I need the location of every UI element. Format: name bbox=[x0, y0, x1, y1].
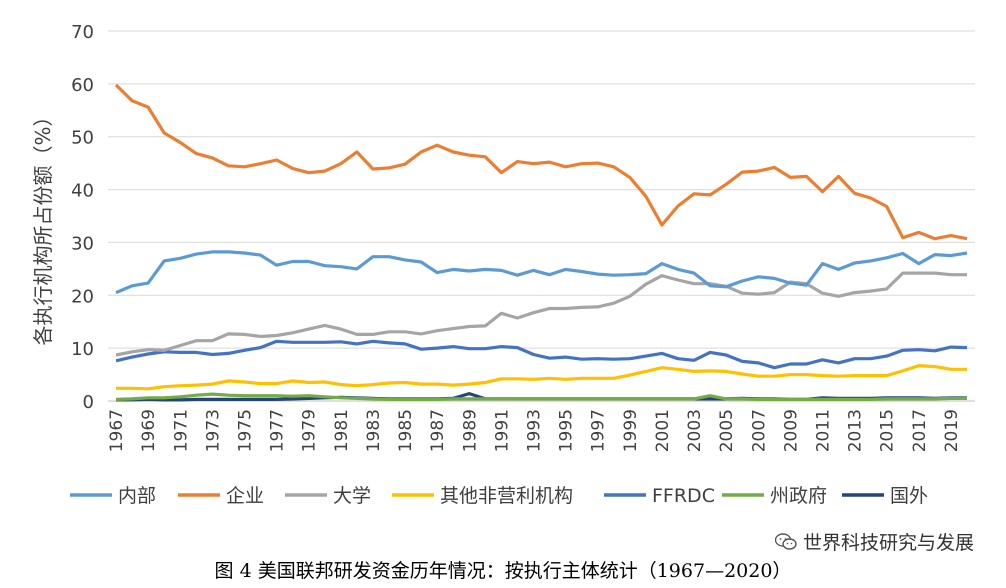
legend-label: 国外 bbox=[890, 485, 928, 507]
x-tick-label: 1979 bbox=[300, 409, 320, 452]
y-tick-label: 70 bbox=[71, 22, 94, 43]
y-tick-label: 0 bbox=[83, 392, 94, 413]
x-tick-label: 2015 bbox=[878, 409, 898, 452]
watermark-text: 世界科技研究与发展 bbox=[802, 532, 974, 554]
series-line-其他非营利机构 bbox=[116, 364, 967, 391]
legend-label: FFRDC bbox=[652, 485, 715, 507]
legend-item-州政府: 州政府 bbox=[722, 485, 827, 507]
x-tick-label: 2005 bbox=[717, 409, 737, 452]
x-tick-label: 2007 bbox=[749, 409, 769, 452]
x-tick-label: 2009 bbox=[781, 409, 801, 452]
x-axis-ticks: 1967 1969 1971 1973 1975 1977 1979 1981 1983 1985… bbox=[107, 409, 962, 452]
x-tick-label: 1989 bbox=[460, 409, 480, 452]
wechat-icon bbox=[774, 532, 797, 550]
figure-caption: 图 4 美国联邦研发资金历年情况：按执行主体统计（1967—2020） bbox=[214, 560, 792, 582]
x-tick-label: 2001 bbox=[653, 409, 673, 452]
legend-label: 大学 bbox=[333, 485, 371, 507]
legend-item-内部: 内部 bbox=[70, 485, 156, 507]
x-tick-label: 1991 bbox=[492, 409, 512, 452]
line-chart: 0 10 20 30 40 50 60 70 1967 1969 1971 1973 1975 1977… bbox=[31, 22, 975, 507]
y-tick-label: 20 bbox=[71, 286, 94, 307]
x-tick-label: 1983 bbox=[364, 409, 384, 452]
y-tick-label: 30 bbox=[71, 233, 94, 254]
series-line-FFRDC bbox=[115, 339, 968, 370]
x-tick-label: 1995 bbox=[557, 409, 577, 452]
x-tick-label: 1977 bbox=[268, 409, 288, 452]
x-tick-label: 1985 bbox=[396, 409, 416, 452]
legend-label: 州政府 bbox=[770, 485, 827, 507]
x-tick-label: 1981 bbox=[332, 409, 352, 452]
legend-item-其他非营利机构: 其他非营利机构 bbox=[392, 485, 573, 507]
x-tick-label: 1999 bbox=[621, 409, 641, 452]
legend-item-国外: 国外 bbox=[842, 485, 928, 507]
series-line-大学 bbox=[115, 271, 967, 357]
legend-item-企业: 企业 bbox=[178, 485, 264, 507]
y-axis-ticks: 0 10 20 30 40 50 60 70 bbox=[71, 22, 94, 413]
legend-label: 企业 bbox=[226, 485, 264, 507]
y-tick-label: 40 bbox=[71, 181, 94, 202]
legend-item-FFRDC: FFRDC bbox=[604, 485, 715, 507]
watermark: 世界科技研究与发展 bbox=[774, 528, 974, 555]
series-line-内部 bbox=[115, 250, 968, 295]
y-tick-label: 50 bbox=[71, 128, 94, 149]
x-tick-label: 1993 bbox=[524, 409, 544, 452]
series-lines bbox=[114, 83, 968, 402]
y-tick-label: 60 bbox=[71, 75, 94, 96]
x-tick-label: 2017 bbox=[910, 409, 930, 452]
series-line-州政府 bbox=[115, 392, 967, 401]
x-tick-label: 2003 bbox=[685, 409, 705, 452]
x-tick-label: 1975 bbox=[235, 409, 255, 452]
x-tick-label: 1973 bbox=[203, 409, 223, 452]
x-tick-label: 1969 bbox=[139, 409, 159, 452]
x-tick-label: 1987 bbox=[428, 409, 448, 452]
legend: 内部 企业 大学 其他非营利机构 FFRDC 州政府 国外 bbox=[70, 485, 928, 507]
series-line-企业 bbox=[114, 83, 968, 241]
x-tick-label: 1997 bbox=[589, 409, 609, 452]
grid-lines bbox=[108, 30, 975, 402]
x-tick-label: 2013 bbox=[846, 409, 866, 452]
x-tick-label: 2019 bbox=[942, 409, 962, 452]
x-tick-label: 1967 bbox=[107, 409, 127, 452]
y-axis-label: 各执行机构所占份额（%） bbox=[31, 106, 55, 345]
legend-label: 内部 bbox=[118, 485, 156, 507]
x-tick-label: 2011 bbox=[813, 409, 833, 452]
x-tick-label: 1971 bbox=[171, 409, 191, 452]
legend-item-大学: 大学 bbox=[285, 485, 371, 507]
legend-label: 其他非营利机构 bbox=[440, 485, 573, 507]
y-tick-label: 10 bbox=[71, 339, 94, 360]
